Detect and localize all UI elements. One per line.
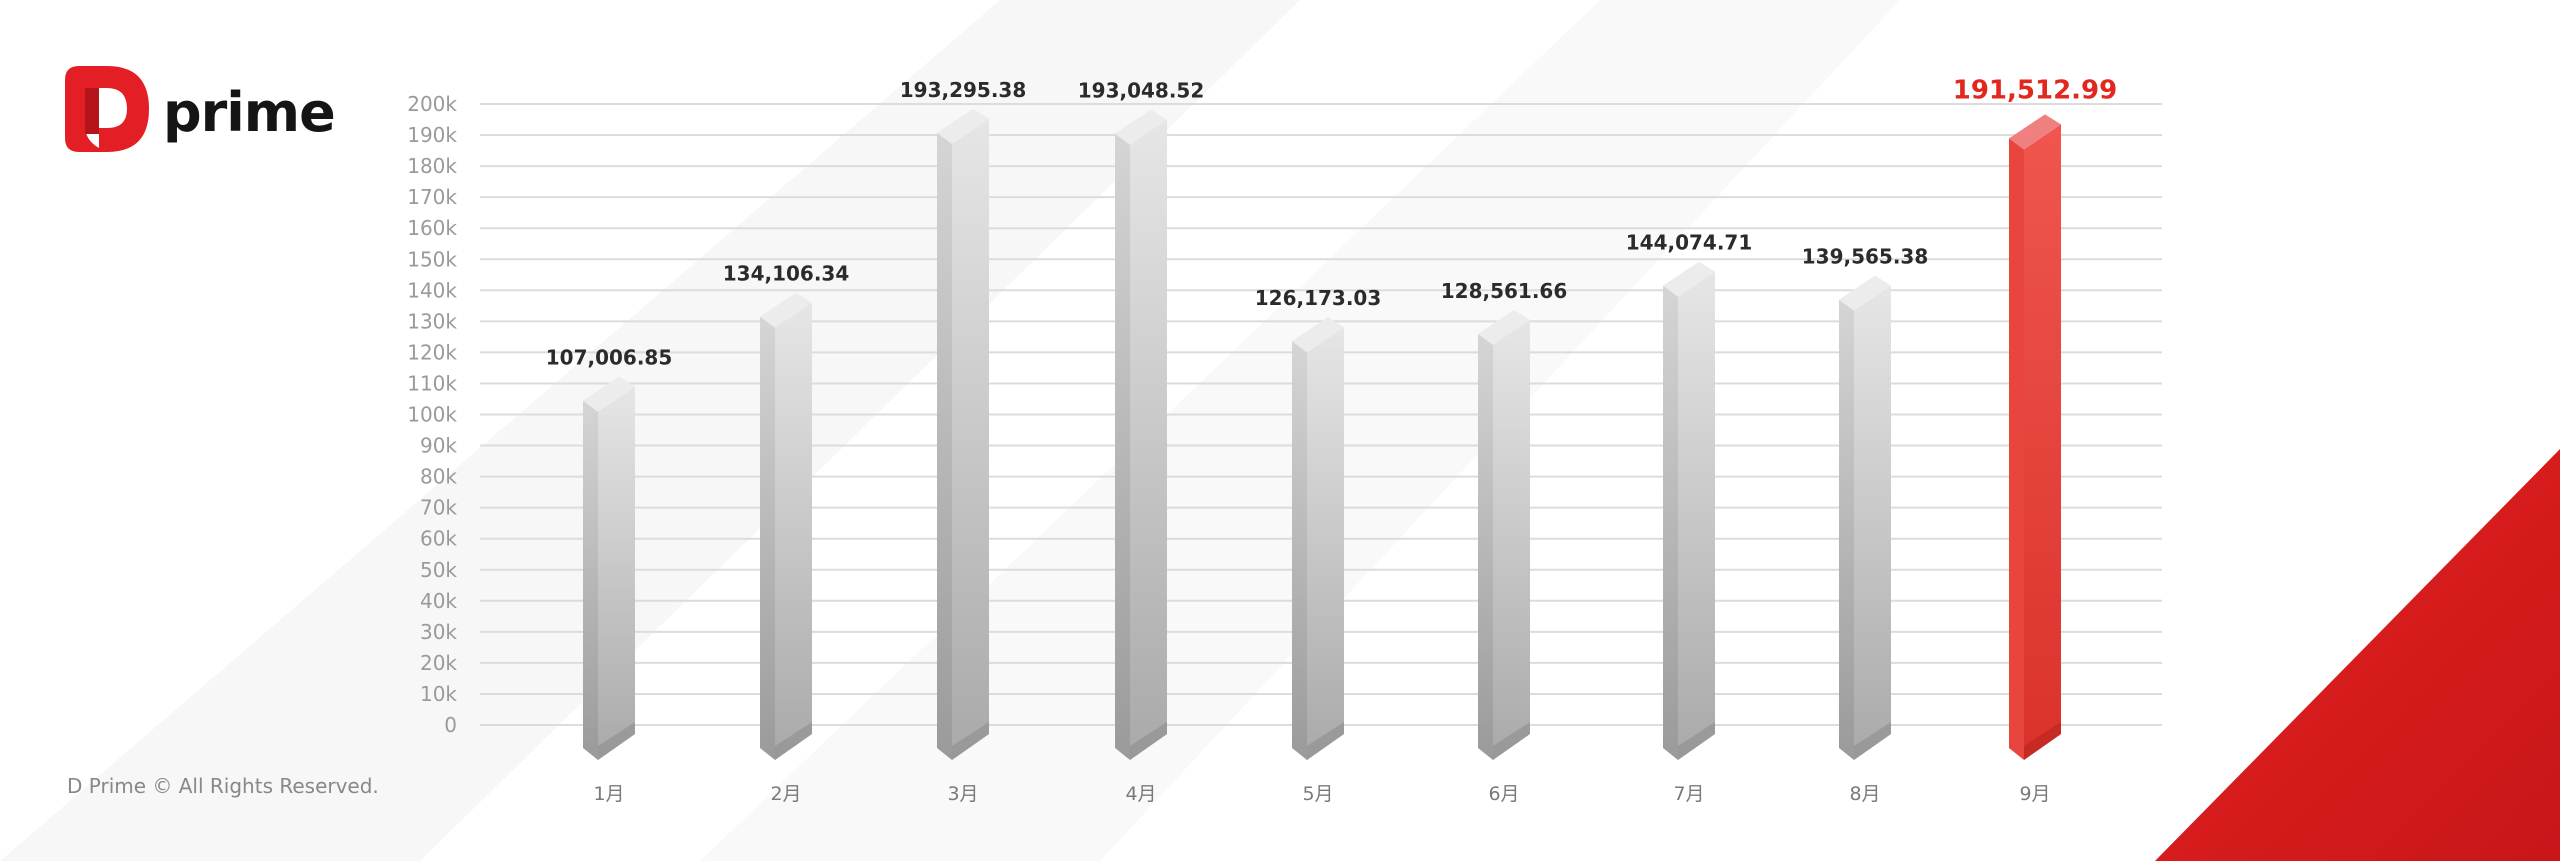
x-tick-label: 7月 — [1673, 783, 1704, 805]
y-tick-label: 170k — [407, 185, 457, 209]
y-tick-label: 20k — [420, 651, 457, 675]
bar-top-face — [1292, 317, 1344, 353]
bar-front-face — [2024, 124, 2061, 760]
bar-base — [1307, 722, 1344, 760]
data-label: 128,561.66 — [1441, 279, 1568, 303]
data-label: 193,048.52 — [1078, 79, 1205, 103]
x-tick-label: 1月 — [593, 783, 624, 805]
bar-front-face — [775, 302, 812, 760]
bar-left-face — [583, 400, 598, 760]
bar-top-face — [1478, 309, 1530, 345]
data-label: 134,106.34 — [723, 262, 850, 286]
y-tick-label: 100k — [407, 403, 457, 427]
bar: 193,048.52 4月 — [1078, 79, 1205, 805]
bar-base — [1493, 722, 1530, 760]
data-label: 126,173.03 — [1255, 286, 1382, 310]
y-tick-label: 0 — [444, 713, 457, 737]
bar-left-face — [1292, 341, 1307, 760]
y-tick-label: 50k — [420, 558, 457, 582]
bar-front-face — [952, 118, 989, 760]
bar-front-face — [1678, 271, 1715, 760]
bar: 126,173.03 5月 — [1255, 286, 1382, 805]
bar: 144,074.71 7月 — [1626, 231, 1753, 805]
bar-base — [1678, 722, 1715, 760]
d-prime-logo-icon — [65, 66, 149, 152]
y-tick-label: 120k — [407, 340, 457, 364]
bar: 193,295.38 3月 — [900, 78, 1027, 805]
bar-left-face — [937, 132, 952, 760]
bar-front-face — [1307, 327, 1344, 760]
bar-left-face — [2009, 138, 2024, 760]
bar-top-face — [760, 292, 812, 328]
x-tick-label: 9月 — [2019, 783, 2050, 805]
y-tick-label: 40k — [420, 589, 457, 613]
bar-top-face — [1115, 109, 1167, 145]
y-tick-label: 150k — [407, 247, 457, 271]
y-tick-label: 130k — [407, 309, 457, 333]
bar-top-face — [2009, 114, 2061, 150]
logo-text: prime — [163, 80, 336, 144]
bar: 139,565.38 8月 — [1802, 245, 1929, 805]
bar: 107,006.85 1月 — [546, 346, 673, 805]
data-label: 193,295.38 — [900, 78, 1027, 102]
y-tick-label: 30k — [420, 620, 457, 644]
bar-left-face — [760, 316, 775, 760]
bar: 191,512.99 9月 — [1953, 75, 2117, 805]
y-tick-label: 200k — [407, 92, 457, 116]
x-tick-label: 3月 — [947, 783, 978, 805]
bar-front-face — [598, 386, 635, 760]
y-tick-label: 180k — [407, 154, 457, 178]
y-tick-label: 140k — [407, 278, 457, 302]
bar-base — [1130, 722, 1167, 760]
bar-top-face — [1839, 275, 1891, 311]
x-tick-label: 5月 — [1302, 783, 1333, 805]
bar-left-face — [1663, 285, 1678, 760]
y-tick-label: 70k — [420, 496, 457, 520]
x-tick-label: 8月 — [1849, 783, 1880, 805]
y-tick-label: 60k — [420, 527, 457, 551]
y-tick-label: 160k — [407, 216, 457, 240]
bar-top-face — [583, 376, 635, 412]
y-tick-label: 90k — [420, 434, 457, 458]
y-tick-label: 110k — [407, 371, 457, 395]
bar-top-face — [937, 108, 989, 144]
data-label: 107,006.85 — [546, 346, 673, 370]
y-tick-label: 10k — [420, 682, 457, 706]
bar-base — [952, 722, 989, 760]
data-label: 139,565.38 — [1802, 245, 1929, 269]
bar-base — [598, 722, 635, 760]
x-tick-label: 2月 — [770, 783, 801, 805]
bar-left-face — [1839, 299, 1854, 760]
bar: 134,106.34 2月 — [723, 262, 850, 805]
accent-triangle — [2155, 449, 2560, 861]
bar-base — [775, 722, 812, 760]
bar: 128,561.66 6月 — [1441, 279, 1568, 805]
data-label: 144,074.71 — [1626, 231, 1753, 255]
bar-base — [2024, 722, 2061, 760]
y-tick-label: 190k — [407, 123, 457, 147]
bar-front-face — [1493, 319, 1530, 760]
bar-top-face — [1663, 261, 1715, 297]
bar-front-face — [1854, 285, 1891, 760]
bar-front-face — [1130, 119, 1167, 760]
bar-left-face — [1115, 133, 1130, 760]
x-tick-label: 4月 — [1125, 783, 1156, 805]
bar-left-face — [1478, 333, 1493, 760]
copyright: D Prime © All Rights Reserved. — [67, 774, 379, 798]
data-label: 191,512.99 — [1953, 75, 2117, 105]
bar-base — [1854, 722, 1891, 760]
y-tick-label: 80k — [420, 465, 457, 489]
x-tick-label: 6月 — [1488, 783, 1519, 805]
logo: prime — [65, 66, 336, 152]
